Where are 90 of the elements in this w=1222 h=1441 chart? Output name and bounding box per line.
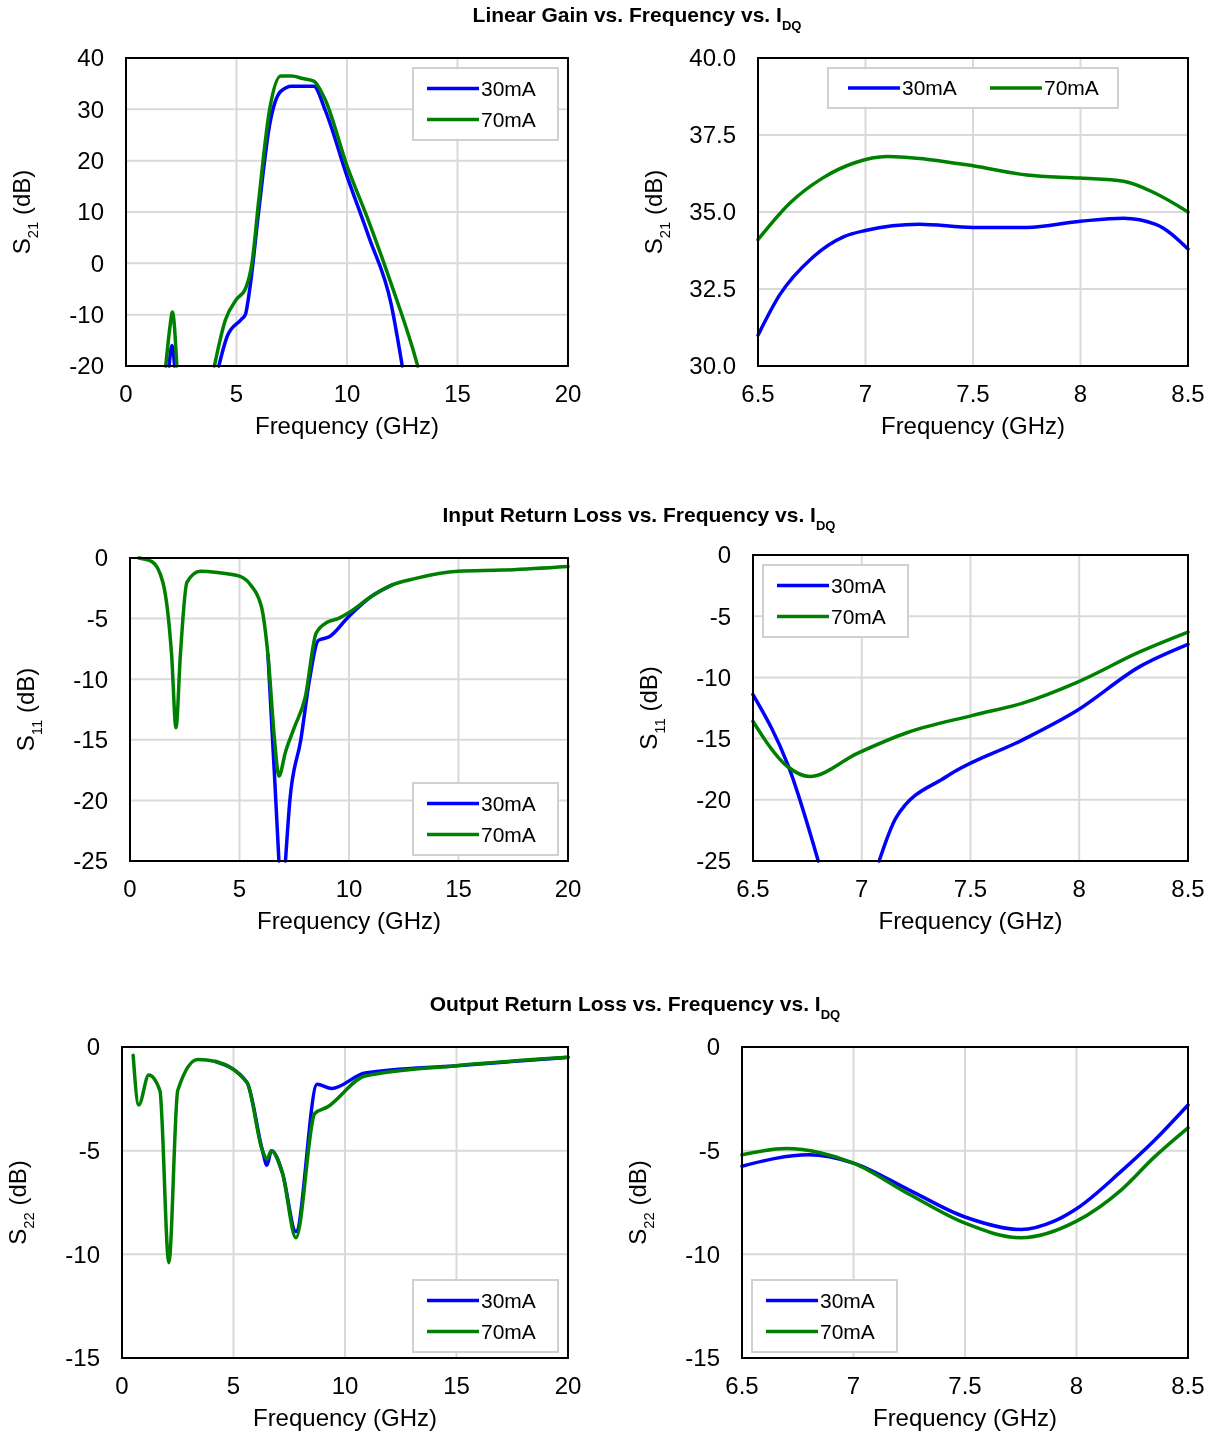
x-axis-title: Frequency (GHz)	[256, 907, 442, 934]
y-tick-label: -10	[696, 663, 731, 691]
x-tick-label: 8.5	[1171, 875, 1205, 902]
legend-label: 30mA	[820, 1288, 875, 1312]
x-tick-label: 20	[554, 1372, 582, 1399]
legend-label: 70mA	[831, 604, 886, 628]
x-tick-label: 5	[229, 380, 244, 407]
y-tick-label: 32.5	[689, 275, 736, 303]
legend-label: 70mA	[820, 1319, 875, 1343]
y-tick-label: 37.5	[689, 121, 736, 149]
x-tick-label: 15	[445, 875, 472, 902]
text: Input Return Loss vs. Frequency vs. I$_{DQ}$	[442, 503, 836, 533]
line-series	[751, 630, 1190, 779]
x-tick-label: 10	[331, 1372, 359, 1399]
x-tick-label: 7	[846, 1372, 861, 1399]
line-series	[131, 1053, 570, 1265]
x-tick-label: 6.5	[725, 1372, 759, 1399]
y-tick-label: -15	[73, 726, 108, 754]
x-axis-title: Frequency (GHz)	[878, 907, 1063, 934]
line-series	[740, 1103, 1190, 1232]
x-tick-label: 15	[443, 1372, 470, 1399]
x-tick-label: 6.5	[736, 875, 770, 902]
x-tick-label: 8.5	[1171, 380, 1205, 407]
text: Output Return Loss vs. Frequency vs. I$_{DQ}$	[429, 992, 841, 1022]
y-tick-label: -20	[73, 786, 108, 814]
line-series	[756, 216, 1190, 337]
x-tick-label: 8	[1069, 1372, 1084, 1399]
x-tick-label: 5	[232, 875, 247, 902]
y-tick-label: 0	[86, 1033, 100, 1061]
text: Linear Gain vs. Frequency vs. I$_{DQ}$	[472, 3, 802, 33]
y-tick-label: -10	[73, 665, 108, 693]
y-tick-label: 0	[94, 544, 108, 572]
y-tick-label: -5	[86, 605, 108, 632]
legend-label: 30mA	[481, 1288, 536, 1312]
y-tick-label: -5	[78, 1137, 100, 1165]
y-tick-label: 35.0	[689, 198, 736, 226]
x-tick-label: 10	[333, 380, 361, 407]
y-tick-label: -15	[696, 725, 731, 752]
x-tick-label: 10	[335, 875, 363, 902]
y-tick-label: -15	[65, 1344, 100, 1372]
y-tick-label: -10	[65, 1240, 100, 1268]
y-tick-label: -10	[685, 1240, 720, 1268]
x-tick-label: 8	[1072, 875, 1086, 902]
x-tick-label: 7.5	[948, 1372, 982, 1399]
y-tick-label: -15	[685, 1344, 720, 1372]
x-tick-label: 0	[115, 1372, 129, 1399]
x-tick-label: 7.5	[953, 875, 988, 902]
x-axis-title: Frequency (GHz)	[872, 1404, 1058, 1431]
y-tick-label: 30	[77, 95, 104, 123]
legend-label: 30mA	[481, 76, 536, 100]
y-tick-label: 0	[706, 1033, 720, 1061]
y-tick-label: 20	[77, 147, 104, 175]
x-tick-label: 15	[444, 380, 471, 407]
x-axis-title: Frequency (GHz)	[254, 412, 440, 439]
x-tick-label: 7.5	[956, 380, 990, 407]
legend-label: 70mA	[481, 107, 536, 131]
x-tick-label: 8.5	[1171, 1372, 1205, 1399]
x-tick-label: 8	[1073, 380, 1088, 407]
y-tick-label: -20	[69, 352, 104, 380]
y-tick-label: 0	[717, 541, 731, 569]
y-tick-label: -10	[69, 301, 104, 329]
y-tick-label: 40	[77, 44, 104, 72]
legend-label: 30mA	[831, 573, 886, 597]
x-axis-title: Frequency (GHz)	[880, 412, 1066, 439]
x-tick-label: 20	[554, 875, 582, 902]
line-series	[756, 154, 1190, 242]
y-tick-label: -5	[709, 602, 731, 630]
line-series	[740, 1126, 1190, 1240]
x-tick-label: 20	[554, 380, 582, 407]
x-tick-label: 6.5	[741, 380, 775, 407]
legend-label: 70mA	[481, 822, 536, 846]
legend-label: 70mA	[481, 1319, 536, 1343]
y-tick-label: -5	[698, 1137, 720, 1165]
line-series	[137, 556, 570, 778]
legend-label: 70mA	[1044, 76, 1099, 100]
y-tick-label: -20	[696, 786, 731, 814]
y-tick-label: 30.0	[689, 352, 736, 380]
x-tick-label: 5	[226, 1372, 241, 1399]
y-tick-label: -25	[73, 847, 108, 875]
x-tick-label: 0	[119, 380, 133, 407]
x-tick-label: 7	[855, 875, 869, 902]
x-tick-label: 0	[123, 875, 137, 902]
legend-label: 30mA	[481, 791, 536, 815]
y-tick-label: 10	[77, 198, 104, 226]
x-axis-title: Frequency (GHz)	[252, 1404, 438, 1431]
y-tick-label: -25	[696, 847, 731, 875]
y-tick-label: 0	[90, 249, 104, 277]
y-tick-label: 40.0	[689, 44, 736, 72]
x-tick-label: 7	[858, 380, 873, 407]
legend-label: 30mA	[902, 76, 957, 100]
